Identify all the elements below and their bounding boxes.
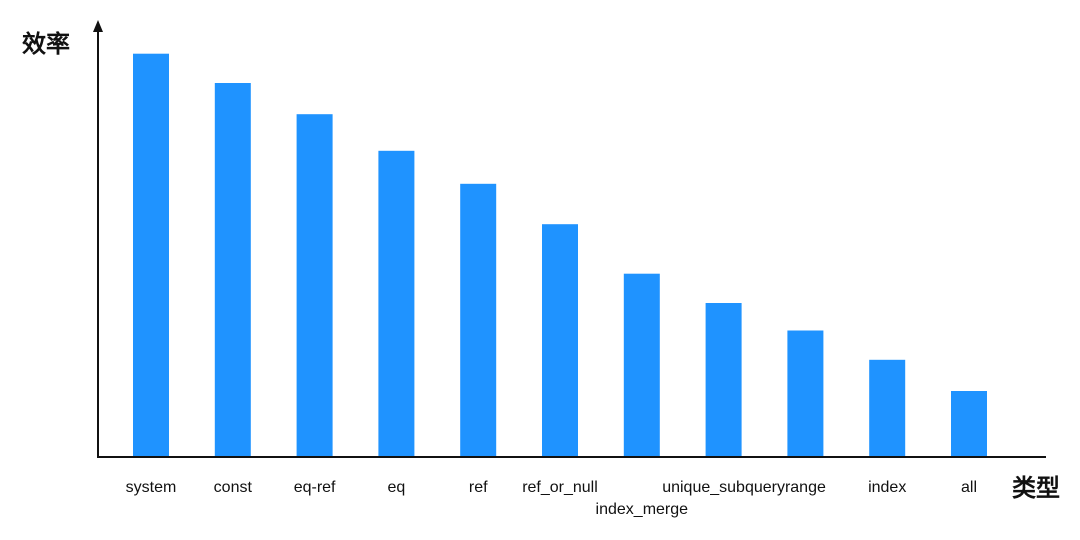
bar-all [951,391,987,457]
x-tick-label-all: all [961,479,977,496]
bars-group [133,53,987,458]
bar-eq [378,150,415,458]
x-tick-label-index: index [868,479,906,496]
bar-ref [460,183,497,458]
bar-unique_subquery [705,303,742,457]
x-tick-label-const: const [214,479,253,496]
x-tick-label-system: system [126,479,177,496]
x-tick-labels: system const eq-ref eq ref ref_or_null index_m… [126,479,977,518]
x-tick-label-index_merge: index_merge [596,501,689,518]
bar-index [869,359,906,457]
bar-index_merge [623,273,660,457]
x-tick-label-ref: ref [469,479,488,496]
y-axis-title: 效率 [22,30,70,58]
bar-system [133,53,169,457]
x-tick-label-eq: eq [388,479,406,496]
x-tick-label-ref_or_null: ref_or_null [522,479,598,496]
bar-ref_or_null [542,224,578,457]
x-tick-label-eq-ref: eq-ref [294,479,336,496]
x-tick-label-range: range [785,479,826,496]
bar-eq-ref [296,114,333,457]
bar-const [214,83,251,457]
bar-range [787,330,824,457]
x-axis-title: 类型 [1012,474,1060,502]
y-axis-arrow [93,20,103,32]
x-tick-label-unique_subquery: unique_subquery [662,479,785,496]
